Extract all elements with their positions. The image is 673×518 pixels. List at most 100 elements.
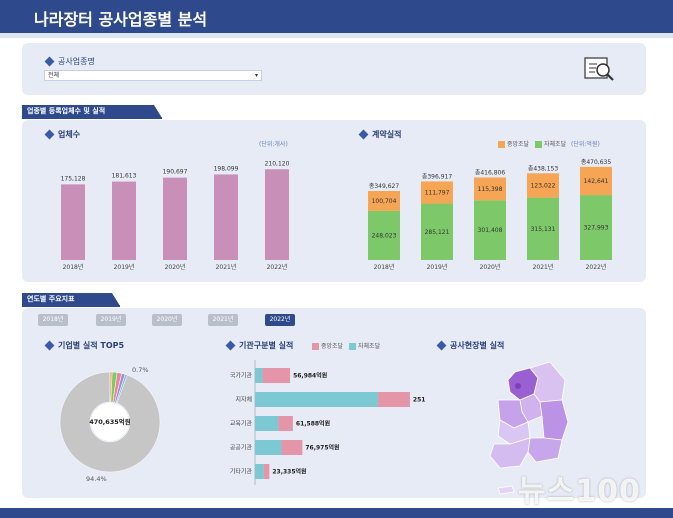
contracts-legend: 중앙조달 자체조달 (단위:억원) <box>498 139 600 148</box>
donut-hole <box>91 403 129 441</box>
legend-central-label: 중앙조달 <box>507 141 530 148</box>
bar-segment <box>421 203 453 260</box>
section-tab-annual-label: 연도별 주요지표 <box>27 295 75 303</box>
korea-region-map[interactable] <box>470 360 580 500</box>
industry-select-value: 전체 <box>48 72 60 79</box>
page-footer <box>0 508 673 518</box>
data-label: 210,120 <box>265 160 290 167</box>
data-label: 315,131 <box>531 226 556 233</box>
section-underline <box>22 117 162 119</box>
year-button-2021[interactable]: 2021년 <box>208 314 238 326</box>
tick-label: 공공기관 <box>230 444 253 452</box>
companies-bar-chart: 175,128 2018년 181,613 2019년 190,697 2020년 198,… <box>61 160 290 271</box>
section-underline <box>22 305 120 307</box>
data-label: 56,984억원 <box>293 372 327 380</box>
map-title-label: 공사현장별 실적 <box>450 341 505 350</box>
diamond-bullet-icon <box>225 340 236 351</box>
companies-title: 업체수 <box>44 129 81 140</box>
data-label: 61,588억원 <box>296 420 330 428</box>
total-label: 총396,917 <box>422 172 453 180</box>
org-title-label: 기관구분별 실적 <box>239 341 294 350</box>
tick-label: 2020년 <box>165 263 186 271</box>
tick-label: 국가기관 <box>230 372 253 380</box>
year-button-2018[interactable]: 2018년 <box>38 314 68 326</box>
donut-slice <box>59 371 161 473</box>
contracts-stacked-bar-chart: 248,023 100,704 총349,627 2018년 285,121 111,79… <box>368 158 612 271</box>
data-label: 251,752억원 <box>413 396 425 404</box>
tick-label: 지자체 <box>235 396 252 404</box>
data-label: 301,408 <box>478 227 503 234</box>
donut-slice <box>115 374 128 404</box>
map-region-gyeongbuk[interactable] <box>539 399 569 441</box>
total-label: 총438,153 <box>528 164 559 172</box>
industry-select[interactable]: 전체 ▾ <box>44 70 262 81</box>
tick-label: 2018년 <box>374 263 395 271</box>
org-legend: 중앙조달 자체조달 <box>312 341 380 350</box>
chevron-down-icon: ▾ <box>254 72 258 79</box>
tick-label: 2021년 <box>216 263 237 271</box>
section-tab-registration-label: 업종별 등록업체수 및 실적 <box>27 107 106 115</box>
bar-segment <box>580 166 612 196</box>
total-label: 총416,806 <box>475 169 506 177</box>
bar-segment <box>368 190 400 211</box>
year-button-2019[interactable]: 2019년 <box>96 314 126 326</box>
contracts-title-label: 계약실적 <box>372 130 402 139</box>
bar-segment <box>278 416 293 431</box>
bar-segment <box>255 464 264 479</box>
section-tab-registration: 업종별 등록업체수 및 실적 <box>22 105 162 118</box>
bar-segment <box>527 173 559 198</box>
filter-panel <box>22 43 646 95</box>
legend-central-label: 중앙조달 <box>321 343 344 350</box>
slice-label: 94.4% <box>86 475 107 483</box>
tick-label: 2018년 <box>63 263 84 271</box>
data-label: 100,704 <box>372 198 397 205</box>
data-label: 285,121 <box>425 229 450 236</box>
legend-local-label: 자체조달 <box>358 343 381 350</box>
tick-label: 2019년 <box>427 263 448 271</box>
legend-swatch-central <box>498 141 505 148</box>
year-button-2022[interactable]: 2022년 <box>265 314 295 326</box>
tick-label: 2020년 <box>480 263 501 271</box>
legend-swatch-local <box>535 141 543 148</box>
bar <box>265 169 289 260</box>
data-label: 190,697 <box>163 169 188 176</box>
bar-segment <box>378 392 410 407</box>
page-header: 나라장터 공사업종별 분석 <box>0 0 673 33</box>
total-label: 총349,627 <box>369 182 400 190</box>
header-divider <box>0 33 673 38</box>
bar-segment <box>281 440 303 455</box>
map-title: 공사현장별 실적 <box>436 340 505 351</box>
bar <box>112 181 136 260</box>
bar <box>214 174 238 260</box>
page-title: 나라장터 공사업종별 분석 <box>34 10 208 29</box>
legend-swatch-local <box>349 343 357 350</box>
tick-label: 2022년 <box>586 263 607 271</box>
contracts-title: 계약실적 <box>358 129 402 140</box>
filter-title: 공사업종명 <box>44 56 95 67</box>
diamond-bullet-icon <box>44 340 55 351</box>
bar <box>163 177 187 260</box>
map-region-seoul[interactable] <box>515 383 521 389</box>
tick-label: 교육기관 <box>230 420 253 428</box>
map-region-gyeongnam[interactable] <box>527 437 563 463</box>
data-label: 23,335억원 <box>272 468 306 476</box>
document-search-icon[interactable] <box>582 55 616 83</box>
contracts-unit: (단위:억원) <box>571 141 600 148</box>
bar-segment <box>255 440 282 455</box>
bar-segment <box>580 195 612 260</box>
map-region-jeonnam[interactable] <box>489 437 531 469</box>
slice-label: 0.7% <box>132 366 149 374</box>
diamond-bullet-icon <box>44 129 55 140</box>
diamond-bullet-icon <box>44 56 55 67</box>
companies-title-label: 업체수 <box>58 130 81 139</box>
data-label: 115,398 <box>478 186 503 193</box>
bar-segment <box>255 416 279 431</box>
map-region-jeju[interactable] <box>497 485 515 495</box>
diamond-bullet-icon <box>358 129 369 140</box>
legend-local-label: 자체조달 <box>544 141 567 148</box>
watermark-logo: 뉴스100 <box>518 474 641 509</box>
tick-label: 기타기관 <box>230 468 253 476</box>
year-button-2020[interactable]: 2020년 <box>152 314 182 326</box>
bar-segment <box>263 464 270 479</box>
